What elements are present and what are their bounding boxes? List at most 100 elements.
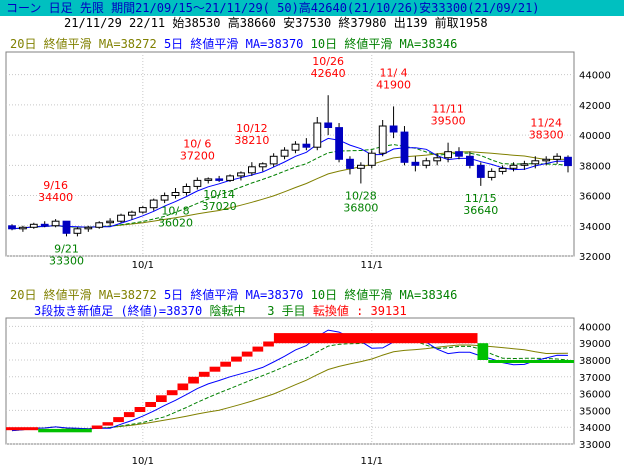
top-ytick-label: 38000 xyxy=(579,161,611,172)
candle-body xyxy=(237,172,245,177)
brick-up xyxy=(145,402,156,407)
candle-body xyxy=(411,161,420,166)
bottom-ytick-label: 39000 xyxy=(579,339,611,350)
bottom-ytick-label: 37000 xyxy=(579,373,611,384)
candle-body xyxy=(193,179,202,187)
annotation-price: 38300 xyxy=(529,128,564,141)
candle-body xyxy=(269,155,278,165)
bottom-xtick-label: 11/1 xyxy=(361,456,383,467)
kagi-status-line: 3段抜き新値足 (終値)=38370 陰転中 3 手目 転換値 : 39131 xyxy=(34,304,407,318)
brick-up xyxy=(188,376,199,384)
annotation-date: 11/ 4 xyxy=(379,66,407,79)
annotation-date: 10/ 6 xyxy=(183,137,211,150)
top-plot-frame xyxy=(5,51,575,257)
annotation-date: 10/28 xyxy=(345,189,377,202)
brick-up xyxy=(231,356,242,362)
bottom-ytick-label: 34000 xyxy=(579,423,611,434)
candle-body xyxy=(51,220,60,227)
legend2-ma20: 20日 終値平滑 MA=38272 xyxy=(10,288,157,302)
candle-body xyxy=(138,207,147,213)
candle-body xyxy=(204,178,213,181)
candle-body xyxy=(302,143,311,148)
header-bar xyxy=(0,0,624,16)
brick-down xyxy=(38,428,92,433)
candle-body xyxy=(258,163,267,168)
candle-body xyxy=(520,163,529,166)
kagi-prefix: 3段抜き新値足 (終値)=38370 xyxy=(34,304,203,318)
candle-body xyxy=(466,155,474,166)
top-ytick-label: 34000 xyxy=(579,222,611,233)
candle-body xyxy=(476,164,485,178)
candle-body xyxy=(226,175,234,181)
candle-body xyxy=(19,226,27,230)
candle-body xyxy=(128,211,136,216)
candle-body xyxy=(335,127,344,160)
candle-body xyxy=(531,160,540,165)
candle-body xyxy=(357,164,365,169)
bottom-ytick-label: 35000 xyxy=(579,406,611,417)
candle-body xyxy=(182,186,191,193)
brick-up xyxy=(123,412,135,418)
brick-up xyxy=(263,341,274,347)
brick-up xyxy=(91,425,103,429)
brick-up xyxy=(198,371,210,377)
annotation-price: 36020 xyxy=(158,217,193,230)
annotation-price: 37020 xyxy=(202,200,237,213)
brick-up xyxy=(177,383,189,391)
annotation-price: 34400 xyxy=(38,191,73,204)
candle-body xyxy=(215,178,224,181)
legend2-ma10: 10日 終値平滑 MA=38346 xyxy=(310,288,458,302)
annotation-price: 42640 xyxy=(311,67,346,80)
chart-header-ohlc: 21/11/29 22/11 始38530 高38660 安37530 終379… xyxy=(64,16,488,30)
candle-body xyxy=(422,160,431,166)
top-legend: 20日 終値平滑 MA=38272 5日 終値平滑 MA=38370 10日 終… xyxy=(10,37,457,51)
candle-body xyxy=(8,225,16,230)
candle-body xyxy=(346,158,354,169)
bottom-ma5-line xyxy=(11,329,569,432)
brick-up xyxy=(113,417,124,423)
annotation-date: 11/15 xyxy=(465,192,497,205)
annotation-date: 10/12 xyxy=(236,122,268,135)
candle-body xyxy=(149,199,158,209)
brick-up xyxy=(102,422,114,426)
candle-body xyxy=(367,152,376,166)
candle-body xyxy=(291,143,300,151)
annotation-price: 38210 xyxy=(234,134,269,147)
candle-body xyxy=(171,192,180,196)
candle-body xyxy=(444,151,453,159)
bottom-ytick-label: 33000 xyxy=(579,440,611,451)
top-xtick-label: 11/1 xyxy=(361,260,383,271)
legend2-ma5: 5日 終値平滑 MA=38370 xyxy=(163,288,304,302)
annotation-price: 33300 xyxy=(49,254,84,267)
candle-body xyxy=(106,220,114,224)
candle-body xyxy=(509,164,518,169)
bottom-xtick-label: 10/1 xyxy=(132,456,154,467)
brick-down xyxy=(488,360,574,363)
annotation-price: 36800 xyxy=(343,201,378,214)
brick-up xyxy=(241,351,253,357)
annotation-price: 39500 xyxy=(431,115,466,128)
top-ytick-label: 32000 xyxy=(579,252,611,263)
kagi-state: 陰転中 xyxy=(209,304,246,318)
candle-body xyxy=(73,228,82,234)
legend-ma5: 5日 終値平滑 MA=38370 xyxy=(163,37,304,51)
bottom-ytick-label: 40000 xyxy=(579,322,611,333)
bottom-ytick-label: 38000 xyxy=(579,356,611,367)
legend-ma20: 20日 終値平滑 MA=38272 xyxy=(10,37,157,51)
annotation-date: 10/14 xyxy=(203,188,235,201)
candle-body xyxy=(455,151,463,157)
annotation-price: 36640 xyxy=(463,204,498,217)
candle-body xyxy=(248,166,256,174)
annotation-date: 11/11 xyxy=(432,103,464,116)
candle-body xyxy=(29,223,38,228)
candle-body xyxy=(280,149,289,157)
top-ytick-label: 44000 xyxy=(579,71,611,82)
candle-body xyxy=(498,167,507,172)
brick-up xyxy=(166,390,178,396)
bottom-ytick-label: 36000 xyxy=(579,390,611,401)
annotation-date: 10/26 xyxy=(312,55,344,68)
candle-body xyxy=(117,214,125,222)
annotation-price: 37200 xyxy=(180,149,215,162)
annotation-date: 9/21 xyxy=(54,242,79,255)
top-ytick-label: 36000 xyxy=(579,192,611,203)
